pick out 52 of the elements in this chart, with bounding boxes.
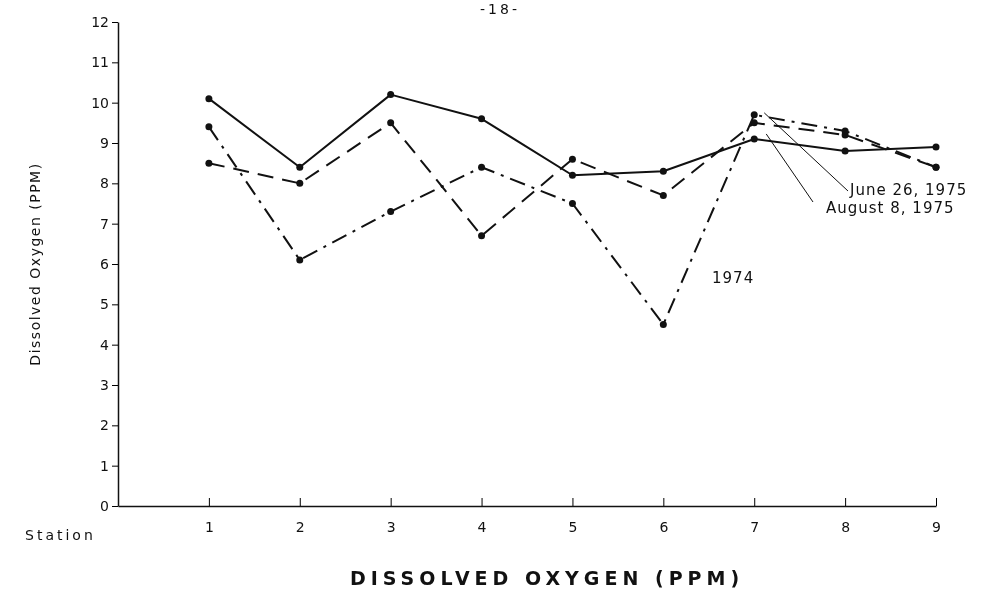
x-axis-title: DISSOLVED OXYGEN (PPM) (349, 567, 745, 589)
y-tick-label: 8 (100, 175, 109, 192)
point (750, 119, 758, 127)
text: Station (25, 527, 96, 543)
point (387, 119, 395, 127)
y-tick-label: 10 (91, 94, 109, 111)
point (205, 95, 213, 103)
point (478, 232, 486, 240)
point (932, 143, 940, 151)
x-tick-label: 8 (841, 518, 851, 535)
point (387, 208, 395, 216)
x-tick-label: 6 (659, 518, 669, 535)
point (568, 200, 576, 207)
point (659, 191, 667, 199)
y-tick-label: 11 (91, 54, 109, 71)
point (750, 111, 758, 119)
point (205, 159, 213, 167)
y-tick-label: 0 (100, 497, 109, 514)
point (296, 256, 304, 264)
x-tick-label: 9 (932, 518, 941, 535)
point (659, 321, 667, 328)
y-tick-label: 12 (91, 13, 109, 30)
point (205, 123, 213, 131)
x-tick-label: 7 (750, 518, 760, 535)
text: -18- (480, 1, 520, 17)
y-tick-label: 6 (100, 255, 110, 272)
y-tick-label: 5 (100, 296, 109, 313)
text: August 8, 1975 (826, 199, 955, 217)
y-tick-label: 4 (100, 336, 110, 353)
y-tick-label: 1 (100, 457, 109, 474)
y-tick-label: 7 (100, 215, 109, 232)
y-tick-label: 2 (100, 417, 109, 434)
point (296, 163, 304, 171)
point (568, 171, 576, 179)
point (478, 115, 486, 123)
x-tick-label: 1 (204, 518, 214, 535)
y-tick-label: 9 (100, 134, 109, 151)
x-tick-label: 4 (477, 518, 487, 535)
point (841, 147, 849, 155)
text: June 26, 1975 (849, 181, 968, 199)
point (568, 155, 576, 163)
point (296, 179, 304, 187)
point (750, 135, 758, 143)
point (478, 163, 486, 171)
x-tick-label: 5 (568, 518, 578, 535)
y-tick-label: 3 (100, 376, 109, 393)
y-axis-title: Dissolved Oxygen (PPM) (27, 162, 43, 366)
x-tick-label: 2 (295, 518, 305, 535)
point (387, 91, 395, 99)
x-tick-label: 3 (386, 518, 396, 535)
series-label: 1974 (712, 269, 755, 287)
point (659, 167, 667, 175)
